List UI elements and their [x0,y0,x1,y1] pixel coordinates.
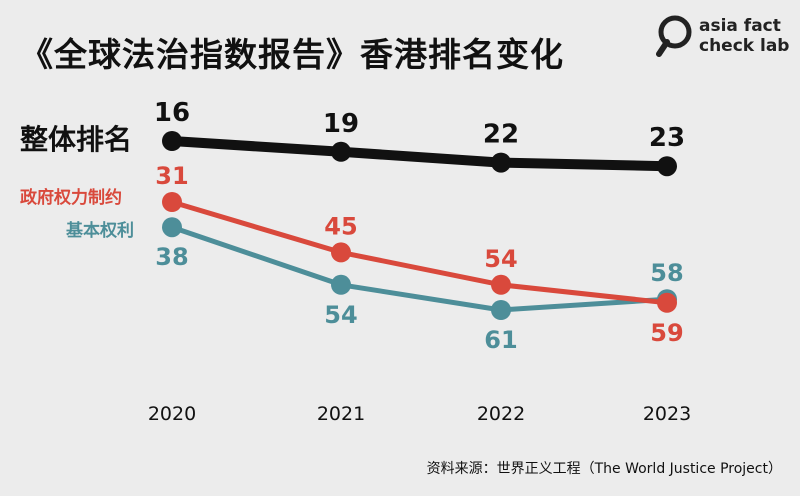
data-point [657,156,677,177]
data-point [491,274,511,295]
data-label: 59 [650,319,683,347]
series-name-label: 政府权力制约 [20,187,122,208]
x-tick-label: 2020 [148,403,196,425]
data-label: 22 [483,120,519,150]
data-point [162,217,182,238]
x-tick-label: 2021 [317,403,365,425]
data-point [331,141,351,162]
data-label: 45 [324,212,357,240]
series-name-label: 整体排名 [20,123,132,156]
data-point [331,242,351,263]
x-tick-label: 2022 [477,403,525,425]
series-name-label: 基本权利 [65,220,134,241]
logo: asia fact check lab [655,14,795,60]
data-point [491,300,511,320]
data-point [162,192,182,212]
source-note: 资料来源：世界正义工程（The World Justice Project） [426,461,782,477]
data-label: 23 [649,123,685,153]
data-label: 61 [484,326,517,354]
data-point [331,274,351,295]
magnifier-icon [656,15,692,57]
data-label: 16 [154,98,190,128]
data-label: 38 [155,243,188,271]
data-label: 19 [323,109,359,139]
series-line-2 [169,199,670,306]
logo-line-1: asia fact [699,16,781,36]
data-point [491,152,511,173]
x-tick-label: 2023 [643,403,691,425]
logo-line-2: check lab [699,36,790,56]
data-label: 54 [324,301,357,329]
series-line-1 [167,136,672,172]
data-point [657,292,677,313]
data-point [162,131,182,151]
series-line-3 [169,224,670,313]
data-label: 58 [650,259,683,287]
logo-text: asia fact check lab [699,16,789,56]
data-label: 54 [484,245,517,273]
chart-title: 《全球法治指数报告》香港排名变化 [20,35,564,74]
data-label: 31 [155,162,188,190]
